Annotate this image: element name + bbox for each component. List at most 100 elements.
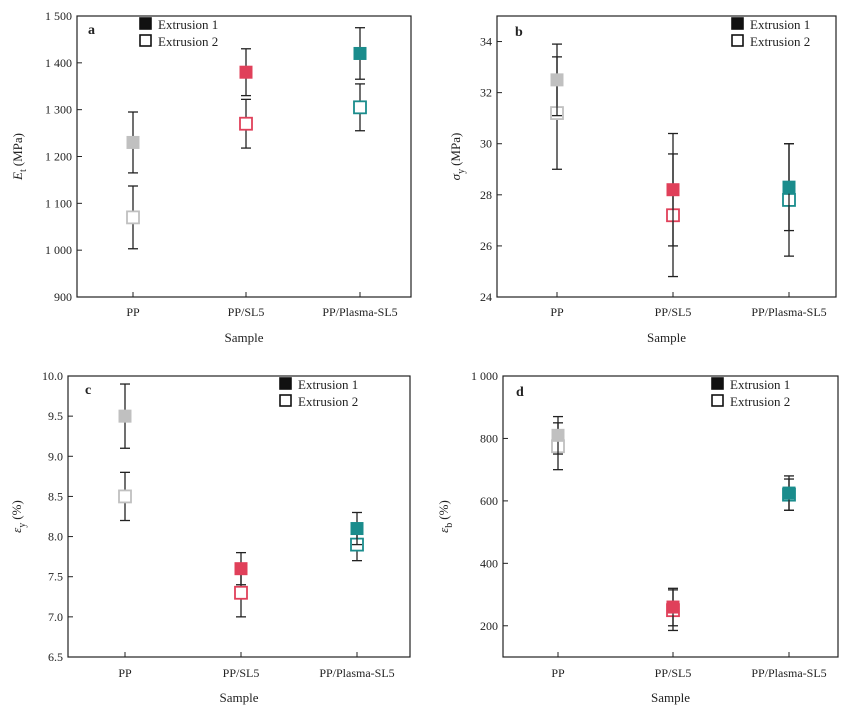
legend-label: Extrusion 1 <box>750 17 810 32</box>
y-axis-title-symbol: ε <box>9 527 24 533</box>
y-axis-title-symbol: E <box>10 172 25 181</box>
data-point-extrusion-1 <box>353 46 367 60</box>
y-tick-label: 1 000 <box>471 369 498 383</box>
data-point-extrusion-1 <box>239 65 253 79</box>
x-tick-label: PP <box>550 305 564 319</box>
chart-panel-b: 24 26 28 30 32 34 PP PP/SL5 PP/Plasma-SL5 Sample σ… <box>448 15 837 345</box>
legend-label: Extrusion 1 <box>730 377 790 392</box>
y-tick-label: 7.5 <box>48 570 63 584</box>
data-point-extrusion-1 <box>666 183 680 197</box>
data-point-extrusion-1 <box>350 522 364 536</box>
legend-marker <box>731 34 744 47</box>
panel-letter: a <box>88 23 95 38</box>
data-point-extrusion-1 <box>551 428 565 442</box>
data-point-extrusion-1 <box>782 180 796 194</box>
y-axis-title-subscript: t <box>18 169 29 172</box>
x-tick-label: PP/Plasma-SL5 <box>751 305 826 319</box>
y-tick-label: 9.5 <box>48 409 63 423</box>
y-tick-label: 10.0 <box>42 369 63 383</box>
y-axis-title-symbol: ε <box>436 527 451 533</box>
y-axis-title-subscript: b <box>444 523 455 528</box>
data-point-extrusion-1 <box>782 486 796 500</box>
x-tick-label: PP/SL5 <box>228 305 265 319</box>
data-point-extrusion-1 <box>550 73 564 87</box>
x-tick-label: PP/SL5 <box>655 666 692 680</box>
legend-marker <box>139 17 152 30</box>
legend-marker <box>731 17 744 30</box>
y-tick-label: 28 <box>480 188 492 202</box>
y-tick-label: 9.0 <box>48 449 63 463</box>
y-tick-label: 1 200 <box>45 150 72 164</box>
data-point-extrusion-2 <box>353 100 367 115</box>
data-point-extrusion-2 <box>126 210 140 225</box>
y-axis-title: Et (MPa) <box>10 133 29 181</box>
y-tick-label: 1 500 <box>45 9 72 23</box>
y-tick-label: 6.5 <box>48 650 63 664</box>
x-tick-label: PP/Plasma-SL5 <box>751 666 826 680</box>
data-point-extrusion-2 <box>239 116 253 131</box>
y-axis-title: εb (%) <box>436 500 455 533</box>
x-tick-label: PP/SL5 <box>223 666 260 680</box>
legend-label: Extrusion 2 <box>158 34 218 49</box>
y-tick-label: 8.5 <box>48 489 63 503</box>
plot-frame <box>496 15 837 298</box>
y-tick-label: 600 <box>480 494 498 508</box>
legend-marker <box>279 377 292 390</box>
y-tick-label: 1 000 <box>45 243 72 257</box>
y-axis-title: εy (%) <box>9 500 28 533</box>
plot-frame <box>67 375 411 658</box>
y-tick-label: 1 100 <box>45 196 72 210</box>
panel-letter: c <box>85 383 91 398</box>
legend-marker <box>279 394 292 407</box>
legend-marker <box>139 34 152 47</box>
y-tick-label: 24 <box>480 290 492 304</box>
y-tick-label: 30 <box>480 137 492 151</box>
data-point-extrusion-2 <box>234 585 248 600</box>
legend-label: Extrusion 2 <box>298 394 358 409</box>
legend-label: Extrusion 1 <box>298 377 358 392</box>
x-axis-title: Sample <box>225 330 264 345</box>
legend-label: Extrusion 2 <box>730 394 790 409</box>
panel-letter: d <box>516 385 524 400</box>
y-tick-label: 26 <box>480 239 492 253</box>
x-tick-label: PP/Plasma-SL5 <box>322 305 397 319</box>
x-axis-title: Sample <box>647 330 686 345</box>
legend-label: Extrusion 1 <box>158 17 218 32</box>
y-axis-title-unit: (%) <box>436 500 451 520</box>
chart-panel-c: 6.5 7.0 7.5 8.0 8.5 9.0 9.5 10.0 PP PP/SL5 PP/Plas… <box>9 369 411 705</box>
x-tick-label: PP <box>118 666 132 680</box>
y-tick-label: 8.0 <box>48 530 63 544</box>
x-axis-title: Sample <box>651 690 690 705</box>
y-axis-title-unit: (%) <box>9 500 24 520</box>
y-tick-label: 34 <box>480 35 492 49</box>
y-axis-title: σy (MPa) <box>448 133 467 181</box>
y-tick-label: 200 <box>480 619 498 633</box>
legend-marker <box>711 394 724 407</box>
data-point-extrusion-1 <box>126 135 140 149</box>
y-axis-title-subscript: y <box>456 169 467 174</box>
y-axis-title-subscript: y <box>17 523 28 528</box>
data-point-extrusion-1 <box>666 600 680 614</box>
x-axis-title: Sample <box>220 690 259 705</box>
chart-panel-a: 900 1 000 1 100 1 200 1 300 1 400 1 500 PP PP/SL… <box>10 9 412 345</box>
x-tick-label: PP/SL5 <box>655 305 692 319</box>
y-tick-label: 1 300 <box>45 103 72 117</box>
data-point-extrusion-1 <box>118 409 132 423</box>
legend-label: Extrusion 2 <box>750 34 810 49</box>
y-tick-label: 1 400 <box>45 56 72 70</box>
data-point-extrusion-1 <box>234 562 248 576</box>
x-tick-label: PP/Plasma-SL5 <box>319 666 394 680</box>
y-axis-title-symbol: σ <box>448 173 463 180</box>
legend-marker <box>711 377 724 390</box>
data-point-extrusion-2 <box>118 489 132 504</box>
chart-panel-d: 200 400 600 800 1 000 PP PP/SL5 PP/Plasma-SL5 Sa… <box>436 369 839 705</box>
panel-letter: b <box>515 25 523 40</box>
y-axis-title-unit: (MPa) <box>448 133 463 166</box>
y-tick-label: 7.0 <box>48 610 63 624</box>
y-tick-label: 900 <box>54 290 72 304</box>
y-tick-label: 32 <box>480 86 492 100</box>
y-axis-title-unit: (MPa) <box>10 133 25 166</box>
x-tick-label: PP <box>551 666 565 680</box>
x-tick-label: PP <box>126 305 140 319</box>
